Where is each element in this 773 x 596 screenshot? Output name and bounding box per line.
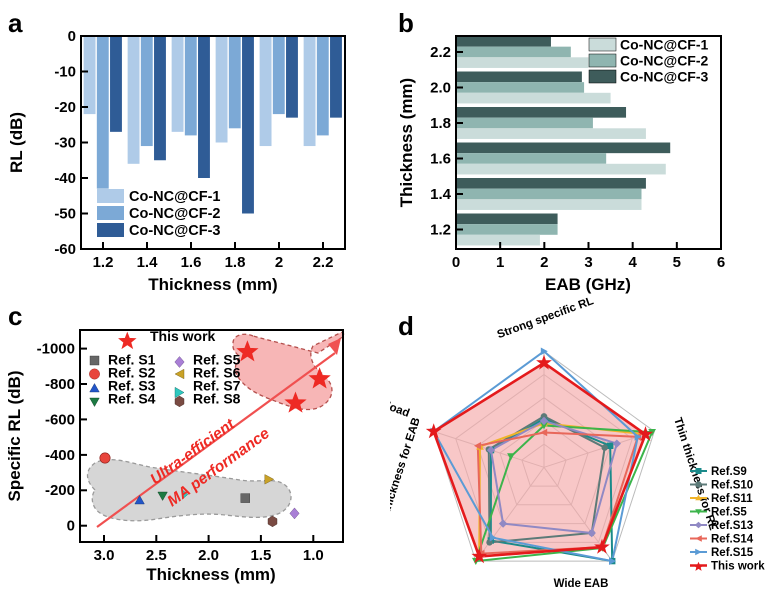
svg-text:This work: This work [150, 328, 216, 344]
svg-text:Thickness (mm): Thickness (mm) [397, 78, 416, 207]
svg-text:-60: -60 [54, 241, 76, 258]
svg-text:a: a [8, 8, 23, 38]
svg-text:Thickness (mm): Thickness (mm) [148, 275, 277, 294]
svg-text:1.5: 1.5 [250, 547, 271, 564]
svg-text:Co-NC@CF-2: Co-NC@CF-2 [129, 206, 220, 222]
svg-text:This work: This work [711, 561, 765, 573]
svg-text:2.5: 2.5 [146, 547, 167, 564]
svg-text:Co-NC@CF-1: Co-NC@CF-1 [620, 37, 709, 53]
svg-text:3: 3 [584, 254, 592, 271]
svg-text:Co-NC@CF-1: Co-NC@CF-1 [129, 189, 220, 205]
svg-text:1.4: 1.4 [137, 254, 159, 271]
svg-text:Co-NC@CF-3: Co-NC@CF-3 [620, 69, 709, 85]
svg-text:-50: -50 [54, 206, 76, 223]
svg-text:Thickness (mm): Thickness (mm) [146, 565, 275, 584]
svg-text:2.0: 2.0 [430, 80, 451, 97]
svg-text:EAB (GHz): EAB (GHz) [545, 275, 631, 294]
svg-text:-40: -40 [54, 170, 76, 187]
svg-text:Ref.S10: Ref.S10 [711, 480, 753, 492]
svg-text:2.2: 2.2 [313, 254, 334, 271]
svg-text:2.2: 2.2 [430, 44, 451, 61]
svg-text:-600: -600 [45, 411, 75, 428]
svg-text:0: 0 [68, 28, 76, 45]
svg-text:Low filling load: Low filling load [390, 380, 411, 420]
svg-text:b: b [398, 8, 414, 38]
svg-text:1.8: 1.8 [225, 254, 246, 271]
svg-text:1.0: 1.0 [303, 547, 324, 564]
svg-text:-400: -400 [45, 447, 75, 464]
svg-text:5: 5 [673, 254, 681, 271]
svg-text:-1000: -1000 [37, 341, 75, 358]
svg-text:3.0: 3.0 [94, 547, 115, 564]
svg-text:0: 0 [452, 254, 460, 271]
svg-text:4: 4 [628, 254, 637, 271]
svg-text:Co-NC@CF-2: Co-NC@CF-2 [620, 53, 709, 69]
svg-text:Ref. S4: Ref. S4 [108, 391, 156, 407]
svg-text:c: c [8, 301, 22, 331]
svg-text:1.2: 1.2 [430, 222, 451, 239]
svg-text:-200: -200 [45, 482, 75, 499]
svg-text:Ref.S5: Ref.S5 [711, 507, 747, 519]
svg-text:Co-NC@CF-3: Co-NC@CF-3 [129, 223, 220, 239]
svg-text:RL (dB): RL (dB) [7, 112, 26, 173]
svg-text:Ref.S11: Ref.S11 [711, 493, 753, 505]
svg-text:1.2: 1.2 [93, 254, 114, 271]
svg-text:1: 1 [496, 254, 504, 271]
svg-text:Ref.S15: Ref.S15 [711, 547, 754, 559]
svg-text:-10: -10 [54, 64, 76, 81]
svg-text:Ref.S13: Ref.S13 [711, 520, 753, 532]
svg-text:1.8: 1.8 [430, 115, 451, 132]
svg-text:-30: -30 [54, 135, 76, 152]
svg-text:Thin thickness for EAB: Thin thickness for EAB [390, 416, 423, 540]
svg-text:-800: -800 [45, 376, 75, 393]
svg-text:1.6: 1.6 [181, 254, 202, 271]
svg-text:1.6: 1.6 [430, 151, 451, 168]
svg-text:0: 0 [67, 518, 75, 535]
svg-text:Strong specific RL: Strong specific RL [496, 295, 596, 341]
svg-text:6: 6 [717, 254, 725, 271]
svg-text:d: d [398, 311, 414, 341]
svg-text:Wide EAB: Wide EAB [554, 578, 609, 590]
svg-text:Ref.S9: Ref.S9 [711, 466, 747, 478]
svg-text:2: 2 [275, 254, 283, 271]
svg-text:Ref. S8: Ref. S8 [193, 391, 241, 407]
svg-text:Ref.S14: Ref.S14 [711, 534, 754, 546]
svg-text:2: 2 [540, 254, 548, 271]
svg-text:-20: -20 [54, 99, 76, 116]
svg-text:2.0: 2.0 [198, 547, 219, 564]
svg-text:1.4: 1.4 [430, 186, 452, 203]
svg-text:Specific RL (dB): Specific RL (dB) [5, 371, 24, 502]
